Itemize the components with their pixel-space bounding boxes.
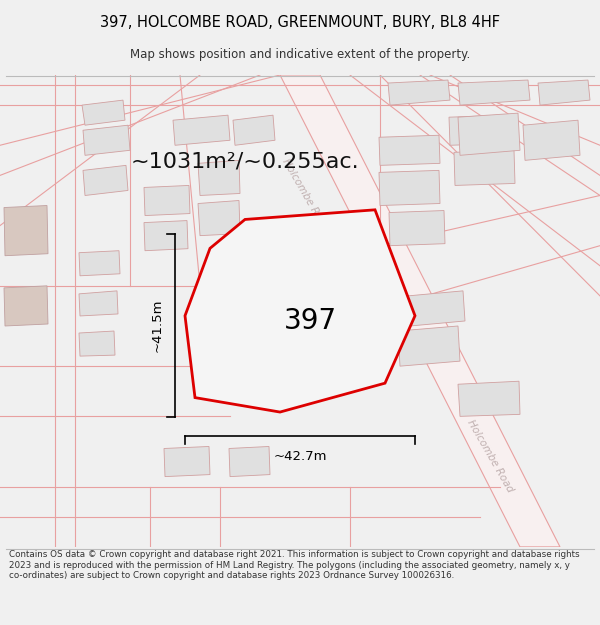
- Polygon shape: [388, 80, 450, 105]
- Polygon shape: [164, 446, 210, 477]
- Polygon shape: [198, 201, 240, 236]
- Polygon shape: [280, 75, 560, 547]
- Text: 397, HOLCOMBE ROAD, GREENMOUNT, BURY, BL8 4HF: 397, HOLCOMBE ROAD, GREENMOUNT, BURY, BL…: [100, 16, 500, 31]
- Text: Contains OS data © Crown copyright and database right 2021. This information is : Contains OS data © Crown copyright and d…: [9, 550, 580, 580]
- Polygon shape: [83, 125, 130, 156]
- Polygon shape: [379, 135, 440, 166]
- Polygon shape: [523, 120, 580, 161]
- Polygon shape: [83, 166, 128, 196]
- Text: ~1031m²/~0.255ac.: ~1031m²/~0.255ac.: [131, 152, 359, 172]
- Polygon shape: [454, 150, 515, 186]
- Polygon shape: [538, 80, 590, 105]
- Polygon shape: [229, 446, 270, 477]
- Polygon shape: [185, 210, 415, 412]
- Polygon shape: [79, 331, 115, 356]
- Polygon shape: [4, 286, 48, 326]
- Polygon shape: [458, 113, 520, 156]
- Polygon shape: [379, 171, 440, 206]
- Text: Holcombe Road: Holcombe Road: [280, 158, 330, 234]
- Polygon shape: [82, 100, 125, 125]
- Polygon shape: [458, 381, 520, 416]
- Polygon shape: [233, 115, 275, 145]
- Polygon shape: [79, 251, 120, 276]
- Text: ~42.7m: ~42.7m: [273, 450, 327, 462]
- Text: 397: 397: [283, 307, 337, 334]
- Polygon shape: [144, 221, 188, 251]
- Polygon shape: [389, 211, 445, 246]
- Polygon shape: [408, 291, 465, 326]
- Text: Holcombe Road: Holcombe Road: [465, 419, 515, 494]
- Polygon shape: [79, 291, 118, 316]
- Polygon shape: [449, 115, 510, 145]
- Polygon shape: [198, 161, 240, 196]
- Polygon shape: [458, 80, 530, 105]
- Polygon shape: [173, 115, 230, 145]
- Polygon shape: [144, 186, 190, 216]
- Text: ~41.5m: ~41.5m: [151, 299, 163, 352]
- Polygon shape: [4, 206, 48, 256]
- Polygon shape: [398, 326, 460, 366]
- Text: Map shows position and indicative extent of the property.: Map shows position and indicative extent…: [130, 48, 470, 61]
